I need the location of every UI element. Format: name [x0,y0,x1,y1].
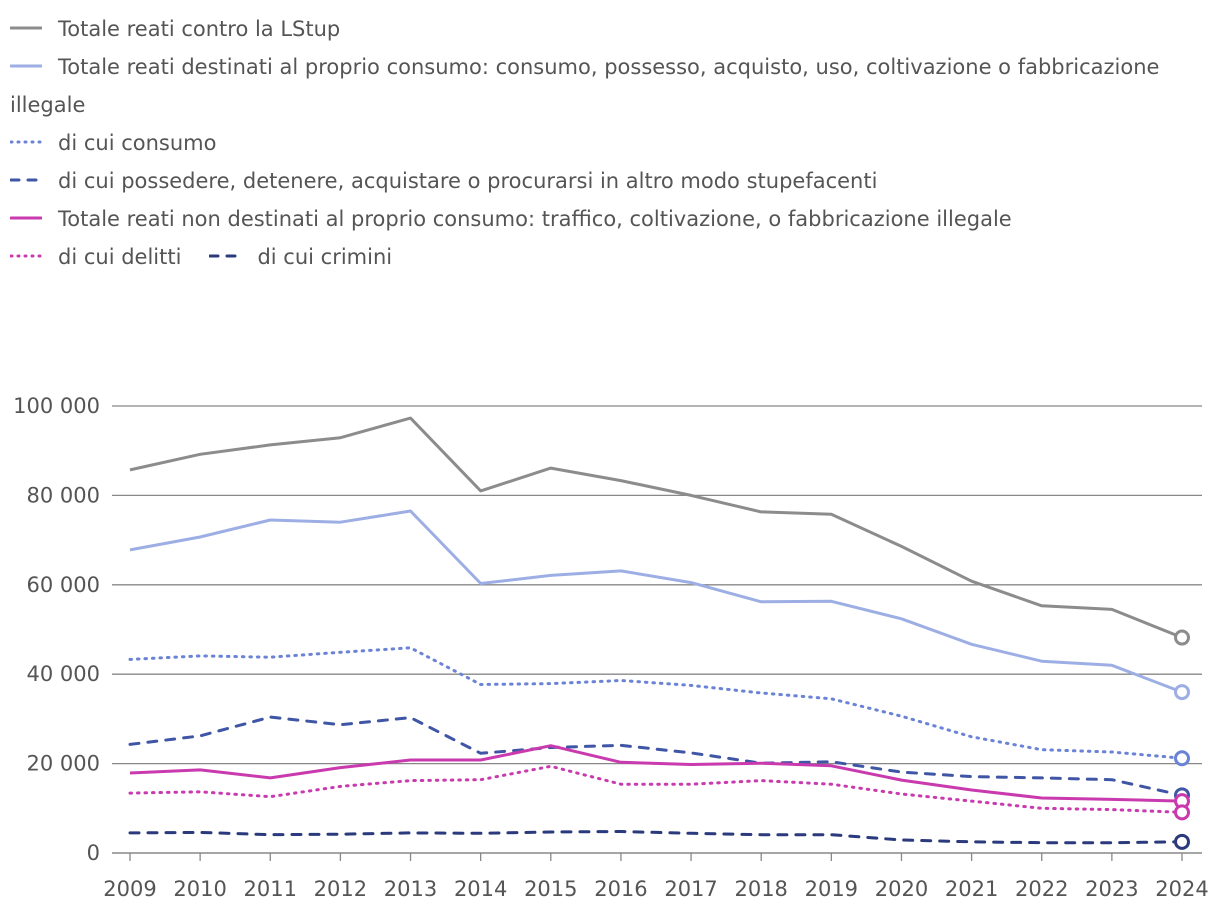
legend-item: Totale reati destinati al proprio consum… [10,55,1159,117]
end-marker-5 [1174,804,1190,821]
y-gridlines [112,405,1202,765]
end-marker-2 [1174,750,1190,767]
series-line-4 [129,744,1183,803]
legend-item: di cui crimini [209,245,392,269]
legend-swatch [10,22,42,34]
legend-item: di cui possedere, detenere, acquistare o… [10,169,877,193]
x-tick-label: 2020 [875,877,928,901]
legend-row: di cui possedere, detenere, acquistare o… [10,162,1200,200]
legend-item: di cui consumo [10,131,216,155]
legend-swatch [10,212,42,224]
x-tick-label: 2009 [103,877,156,901]
legend-row: Totale reati contro la LStup [10,10,1200,48]
end-markers [1174,629,1190,850]
x-tick-label: 2014 [454,877,507,901]
x-tick-label: 2024 [1155,877,1208,901]
legend-row: di cui consumo [10,124,1200,162]
series-line-5 [128,764,1184,814]
chart-legend: Totale reati contro la LStup Totale reati… [10,10,1200,276]
x-tick-label: 2015 [524,877,577,901]
end-marker-0 [1174,629,1190,646]
x-tick-label: 2018 [734,877,787,901]
legend-row: Totale reati destinati al proprio consum… [10,48,1200,124]
legend-item: di cui delitti [10,245,181,269]
legend-row: Totale reati non destinati al proprio co… [10,200,1200,238]
legend-swatch [10,174,42,186]
end-marker-1 [1174,684,1190,701]
legend-swatch [10,60,42,72]
x-tick-label: 2023 [1085,877,1138,901]
series-line-0 [129,416,1183,639]
x-axis-ticks [129,853,1183,861]
x-tick-label: 2019 [805,877,858,901]
x-tick-label: 2011 [244,877,297,901]
legend-swatch [10,136,42,148]
y-tick-label: 20 000 [27,752,100,776]
x-tick-label: 2022 [1015,877,1068,901]
legend-label: di cui crimini [257,245,393,269]
end-marker-6 [1174,833,1190,850]
y-tick-label: 40 000 [27,662,100,686]
x-tick-label: 2016 [594,877,647,901]
x-tick-label: 2021 [945,877,998,901]
series-line-3 [128,715,1184,797]
legend-label: di cui possedere, detenere, acquistare o… [58,169,878,193]
legend-swatch [10,250,42,262]
y-axis-labels: 0 20 000 40 000 60 000 80 000 100 000 [13,394,100,865]
legend-item: Totale reati contro la LStup [10,17,340,41]
series-line-2 [128,646,1184,760]
legend-item: Totale reati non destinati al proprio co… [10,207,1012,231]
legend-row: di cui delitti di cui crimini [10,238,1200,276]
legend-label: di cui consumo [58,131,217,155]
legend-label: Totale reati contro la LStup [58,17,341,41]
y-tick-label: 60 000 [27,573,100,597]
x-tick-label: 2017 [664,877,717,901]
series-lines [128,416,1184,845]
series-line-6 [128,830,1184,845]
legend-label: di cui delitti [58,245,182,269]
x-tick-label: 2010 [173,877,226,901]
legend-label: Totale reati non destinati al proprio co… [58,207,1012,231]
x-tick-label: 2013 [384,877,437,901]
x-axis-labels: 2009 2010 2011 2012 2013 2014 2015 2016 2017 2018… [103,877,1208,901]
y-tick-label: 0 [87,841,100,865]
y-tick-label: 80 000 [27,483,100,507]
y-tick-label: 100 000 [13,394,100,418]
legend-label: Totale reati destinati al proprio consum… [10,55,1160,117]
series-line-1 [129,509,1183,694]
legend-swatch [209,250,242,262]
x-tick-label: 2012 [314,877,367,901]
